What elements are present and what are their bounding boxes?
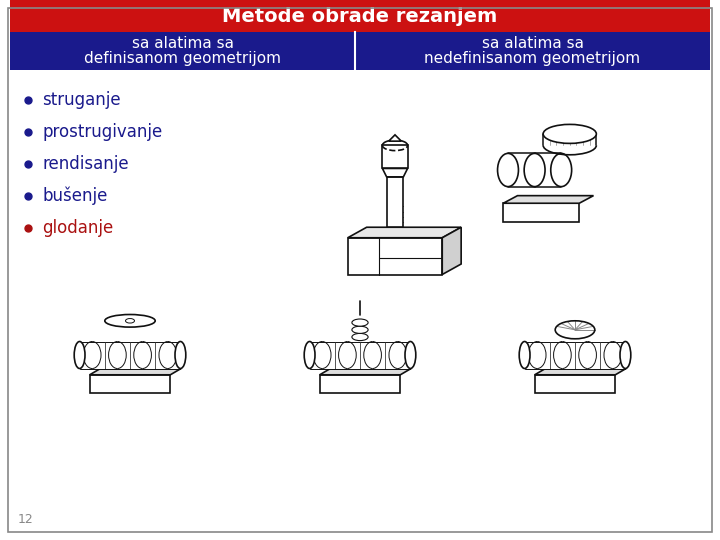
Polygon shape — [320, 368, 411, 375]
Polygon shape — [348, 238, 442, 274]
Bar — [387, 177, 403, 227]
Polygon shape — [535, 375, 616, 393]
Text: bušenje: bušenje — [42, 187, 107, 205]
Ellipse shape — [74, 341, 85, 368]
Ellipse shape — [405, 341, 416, 368]
Polygon shape — [90, 375, 171, 393]
Polygon shape — [348, 227, 461, 238]
Polygon shape — [575, 341, 600, 368]
Ellipse shape — [519, 341, 530, 368]
Polygon shape — [503, 195, 593, 203]
Ellipse shape — [524, 153, 545, 187]
Text: nedefinisanom geometrijom: nedefinisanom geometrijom — [424, 51, 641, 65]
Ellipse shape — [305, 341, 315, 368]
Polygon shape — [156, 341, 181, 368]
Bar — [382, 145, 408, 168]
Text: definisanom geometrijom: definisanom geometrijom — [84, 51, 281, 65]
Ellipse shape — [620, 341, 631, 368]
Polygon shape — [382, 168, 408, 177]
Polygon shape — [360, 341, 385, 368]
Bar — [10, 0, 710, 32]
Text: rendisanje: rendisanje — [42, 155, 129, 173]
Text: glodanje: glodanje — [42, 219, 113, 237]
Polygon shape — [335, 341, 360, 368]
Ellipse shape — [125, 319, 135, 323]
Ellipse shape — [352, 326, 368, 333]
Text: prostrugivanje: prostrugivanje — [42, 123, 162, 141]
Text: sa alatima sa: sa alatima sa — [132, 37, 233, 51]
Polygon shape — [600, 341, 626, 368]
Ellipse shape — [105, 314, 156, 327]
Ellipse shape — [551, 153, 572, 187]
Polygon shape — [389, 135, 401, 141]
Polygon shape — [105, 341, 130, 368]
Ellipse shape — [352, 333, 368, 341]
Polygon shape — [90, 368, 181, 375]
Ellipse shape — [498, 153, 518, 187]
Polygon shape — [385, 341, 410, 368]
Polygon shape — [320, 375, 400, 393]
Polygon shape — [550, 341, 575, 368]
Polygon shape — [130, 341, 156, 368]
Text: struganje: struganje — [42, 91, 121, 109]
Polygon shape — [80, 341, 105, 368]
Polygon shape — [535, 368, 626, 375]
Polygon shape — [442, 227, 461, 274]
Ellipse shape — [175, 341, 186, 368]
Text: 12: 12 — [18, 513, 34, 526]
Bar — [355, 32, 710, 70]
Polygon shape — [503, 203, 580, 222]
Text: Metode obrade rezanjem: Metode obrade rezanjem — [222, 6, 498, 25]
Ellipse shape — [352, 319, 368, 326]
Ellipse shape — [543, 124, 596, 144]
Polygon shape — [310, 341, 335, 368]
Bar — [10, 32, 355, 70]
Text: sa alatima sa: sa alatima sa — [482, 37, 583, 51]
Polygon shape — [525, 341, 550, 368]
